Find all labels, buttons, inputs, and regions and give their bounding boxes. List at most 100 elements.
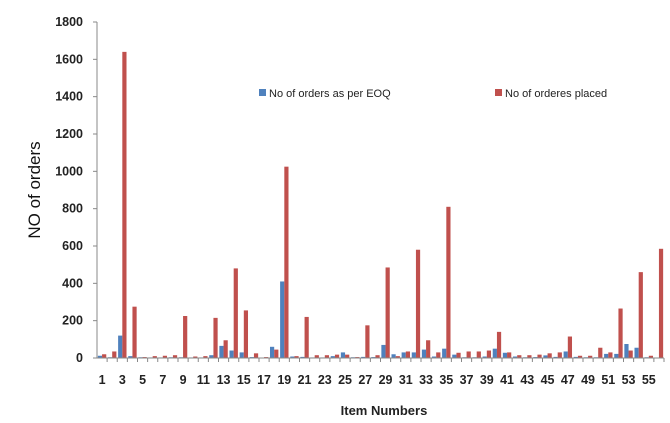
- bar-placed-item-7: [162, 355, 168, 358]
- bar-eoq-item-39: [482, 356, 487, 358]
- x-tick-label: 21: [298, 373, 312, 387]
- bar-eoq-item-41: [502, 352, 508, 358]
- bar-placed-item-51: [608, 352, 613, 358]
- bar-eoq-item-25: [340, 352, 346, 358]
- bar-placed-item-45: [547, 353, 552, 358]
- bar-placed-item-47: [567, 336, 573, 358]
- y-axis-title: NO of orders: [25, 141, 44, 238]
- x-tick-label: 47: [561, 373, 575, 387]
- x-tick-label: 17: [257, 373, 271, 387]
- bar-placed-item-54: [638, 272, 643, 358]
- bar-placed-item-20: [294, 356, 299, 358]
- bar-placed-item-29: [385, 267, 390, 358]
- x-tick-label: 41: [500, 373, 514, 387]
- bar-eoq-item-19: [280, 281, 285, 358]
- x-tick-label: 35: [439, 373, 453, 387]
- x-tick-label: 5: [139, 373, 146, 387]
- x-tick-label: 23: [318, 373, 332, 387]
- legend-label: No of orderes placed: [505, 88, 607, 100]
- bar-eoq-item-35: [442, 348, 447, 358]
- bar-placed-item-6: [152, 356, 157, 358]
- bar-eoq-item-34: [431, 356, 437, 358]
- bar-placed-item-38: [476, 351, 481, 358]
- bar-placed-item-46: [557, 352, 562, 358]
- x-tick-label: 15: [237, 373, 251, 387]
- bar-eoq-item-27: [361, 356, 366, 358]
- bar-placed-item-15: [243, 310, 249, 358]
- bar-eoq-item-52: [614, 353, 619, 358]
- bar-placed-item-19: [284, 166, 289, 358]
- x-axis-title: Item Numbers: [341, 403, 428, 418]
- bar-eoq-item-45: [543, 355, 548, 358]
- bar-placed-item-44: [537, 354, 542, 358]
- bar-placed-item-21: [304, 316, 309, 358]
- bar-placed-item-2: [112, 351, 117, 358]
- x-tick-label: 33: [419, 373, 433, 387]
- bar-placed-item-39: [486, 350, 492, 358]
- bar-eoq-item-54: [634, 347, 639, 358]
- bar-placed-item-55: [648, 355, 654, 358]
- y-tick-label: 600: [62, 239, 83, 253]
- bar-placed-item-12: [213, 317, 218, 358]
- bar-placed-item-50: [598, 347, 603, 358]
- bar-placed-item-11: [203, 356, 208, 358]
- bar-eoq-item-32: [411, 352, 416, 358]
- bar-eoq-item-18: [269, 346, 275, 358]
- bar-eoq-item-47: [563, 351, 568, 358]
- legend-swatch: [495, 89, 502, 96]
- bar-eoq-item-36: [452, 354, 457, 358]
- x-tick-label: 45: [541, 373, 555, 387]
- bar-placed-item-23: [324, 355, 330, 358]
- bar-placed-item-24: [334, 354, 340, 358]
- bar-eoq-item-51: [604, 353, 609, 358]
- bar-eoq-item-33: [421, 349, 427, 358]
- x-tick-label: 55: [642, 373, 656, 387]
- y-axis-ticks: 0 200 400 600 800 1000 1200 1400 1600 1800: [55, 15, 97, 365]
- bar-eoq-item-30: [391, 354, 396, 358]
- bar-placed-item-49: [588, 355, 593, 358]
- bar-placed-item-52: [618, 308, 623, 358]
- bar-eoq-item-12: [209, 355, 214, 358]
- bar-eoq-item-1: [97, 355, 103, 358]
- x-tick-label: 7: [159, 373, 166, 387]
- bar-series-group: [97, 51, 664, 359]
- x-tick-label: 43: [520, 373, 534, 387]
- bar-placed-item-37: [466, 351, 471, 358]
- bar-eoq-item-3: [118, 335, 123, 358]
- y-tick-label: 1000: [55, 164, 83, 178]
- bar-placed-item-36: [456, 352, 461, 358]
- bar-placed-item-13: [223, 340, 228, 358]
- bar-placed-item-41: [507, 352, 512, 358]
- x-axis-ticks: 1 3 5 7 9 11 13 15 17 19 21 23 25 27 29 31 33 35 37 39 41 43 4…: [99, 358, 665, 387]
- x-tick-label: 49: [581, 373, 595, 387]
- bar-placed-item-32: [415, 249, 421, 358]
- x-tick-label: 25: [338, 373, 352, 387]
- x-tick-label: 13: [217, 373, 231, 387]
- x-tick-label: 9: [180, 373, 187, 387]
- bar-placed-item-42: [517, 355, 522, 358]
- x-tick-label: 19: [277, 373, 291, 387]
- chart-legend: No of orders as per EOQ No of orderes pla…: [259, 88, 607, 100]
- bar-placed-item-8: [172, 355, 178, 358]
- bar-placed-item-30: [395, 356, 400, 358]
- legend-swatch: [259, 89, 266, 96]
- bar-eoq-item-20: [290, 356, 295, 358]
- y-tick-label: 1800: [55, 15, 83, 29]
- bar-placed-item-1: [102, 354, 107, 358]
- y-tick-label: 0: [76, 351, 83, 365]
- x-tick-label: 29: [379, 373, 393, 387]
- bar-eoq-item-4: [128, 356, 133, 358]
- bar-placed-item-48: [577, 355, 583, 358]
- bar-placed-item-43: [527, 355, 532, 358]
- bar-eoq-item-13: [219, 345, 224, 358]
- bar-placed-item-25: [345, 354, 350, 358]
- y-tick-label: 400: [62, 276, 83, 290]
- bar-placed-item-40: [496, 331, 502, 358]
- bar-placed-item-53: [628, 350, 633, 358]
- y-tick-label: 1200: [55, 127, 83, 141]
- bar-eoq-item-29: [381, 344, 386, 358]
- bar-eoq-item-14: [229, 350, 234, 358]
- bar-eoq-item-31: [401, 352, 406, 358]
- y-tick-label: 1400: [55, 90, 83, 104]
